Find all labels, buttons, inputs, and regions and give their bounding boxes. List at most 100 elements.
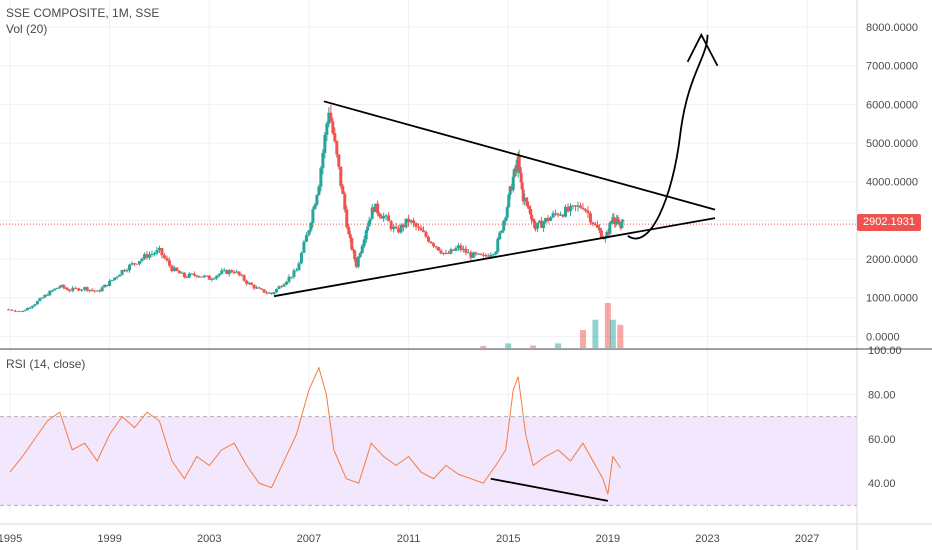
candle-body xyxy=(520,182,524,190)
candle-body xyxy=(380,216,384,219)
candle-body xyxy=(378,213,382,217)
candle-body xyxy=(459,245,463,251)
candle-body xyxy=(549,217,553,221)
candle-body xyxy=(424,231,428,237)
candle-body xyxy=(581,207,585,210)
candle-body xyxy=(77,288,81,291)
candle-body xyxy=(496,239,500,253)
breakout-arrow-curve xyxy=(627,34,709,240)
candle-body xyxy=(399,224,403,233)
candle-body xyxy=(595,224,599,228)
candle-body xyxy=(207,275,211,280)
candle-body xyxy=(80,289,84,291)
candle-body xyxy=(190,273,194,275)
candle-body xyxy=(333,133,337,142)
candle-body xyxy=(489,254,493,257)
candle-body xyxy=(267,292,271,294)
candle-body xyxy=(414,223,418,227)
candle-body xyxy=(502,220,506,231)
candle-body xyxy=(512,169,516,177)
candle-body xyxy=(439,250,443,254)
candle-body xyxy=(227,270,231,274)
candle-body xyxy=(614,221,618,225)
volume-bar xyxy=(617,324,624,348)
candle-body xyxy=(88,289,92,291)
candle-body xyxy=(526,201,530,207)
volume-bar xyxy=(480,345,487,348)
candle-body xyxy=(569,205,573,212)
candle-body xyxy=(147,254,151,258)
candle-body xyxy=(6,309,10,311)
support-trendline xyxy=(273,217,716,298)
candle-body xyxy=(434,246,438,248)
candle-body xyxy=(215,275,219,279)
candle-body xyxy=(491,254,495,256)
candle-body xyxy=(30,306,34,308)
candle-body xyxy=(524,198,528,202)
candle-body xyxy=(135,263,139,265)
candle-body xyxy=(120,270,124,275)
candle-body xyxy=(507,194,511,208)
candle-body xyxy=(419,227,423,231)
candle-body xyxy=(38,298,42,302)
candle-body xyxy=(60,285,64,287)
candle-body xyxy=(444,252,448,254)
candle-body xyxy=(559,214,563,216)
candle-body xyxy=(566,206,570,212)
candle-body xyxy=(348,234,352,239)
candle-body xyxy=(366,226,370,231)
volume-bar xyxy=(604,303,611,348)
candle-body xyxy=(128,264,132,271)
candle-body xyxy=(508,186,512,195)
price-tick-label: 1000.0000 xyxy=(866,293,918,305)
candle-body xyxy=(212,278,216,280)
candle-body xyxy=(10,309,14,311)
candle-body xyxy=(561,214,565,217)
candle-body xyxy=(431,243,435,247)
candle-body xyxy=(50,290,54,292)
candle-body xyxy=(331,121,335,134)
candle-body xyxy=(302,241,306,253)
candle-body xyxy=(182,272,186,277)
candle-body xyxy=(195,275,199,277)
candle-body xyxy=(382,215,386,219)
candle-body xyxy=(250,282,254,285)
candle-body xyxy=(25,308,29,311)
candle-body xyxy=(83,287,87,290)
candle-body xyxy=(222,269,226,271)
candle-body xyxy=(343,193,347,210)
candle-body xyxy=(486,255,490,257)
candle-body xyxy=(367,220,371,227)
candle-body xyxy=(621,220,625,222)
candle-body xyxy=(74,287,78,289)
candle-body xyxy=(441,252,445,254)
candle-body xyxy=(446,252,450,254)
candle-body xyxy=(220,270,224,274)
candle-body xyxy=(620,221,624,229)
candle-body xyxy=(280,286,284,288)
rsi-tick-label: 60.00 xyxy=(868,434,896,446)
candle-body xyxy=(603,237,607,239)
candle-body xyxy=(35,301,39,305)
candle-body xyxy=(354,259,358,267)
candle-body xyxy=(28,307,32,309)
candle-body xyxy=(544,218,548,223)
rsi-series xyxy=(9,366,621,495)
candle-body xyxy=(384,215,388,217)
candle-body xyxy=(321,152,325,169)
candle-body xyxy=(573,205,577,207)
candle-body xyxy=(500,230,504,233)
candle-body xyxy=(536,222,540,229)
rsi-tick-label: 40.00 xyxy=(868,478,896,490)
candle-body xyxy=(369,218,373,221)
volume-legend: Vol (20) xyxy=(6,22,48,36)
candle-body xyxy=(588,213,592,223)
candle-body xyxy=(150,253,154,255)
candle-body xyxy=(529,208,533,215)
candle-body xyxy=(576,205,580,207)
candle-body xyxy=(484,254,488,256)
candle-body xyxy=(40,297,44,299)
price-tick-label: 4000.0000 xyxy=(866,177,918,189)
